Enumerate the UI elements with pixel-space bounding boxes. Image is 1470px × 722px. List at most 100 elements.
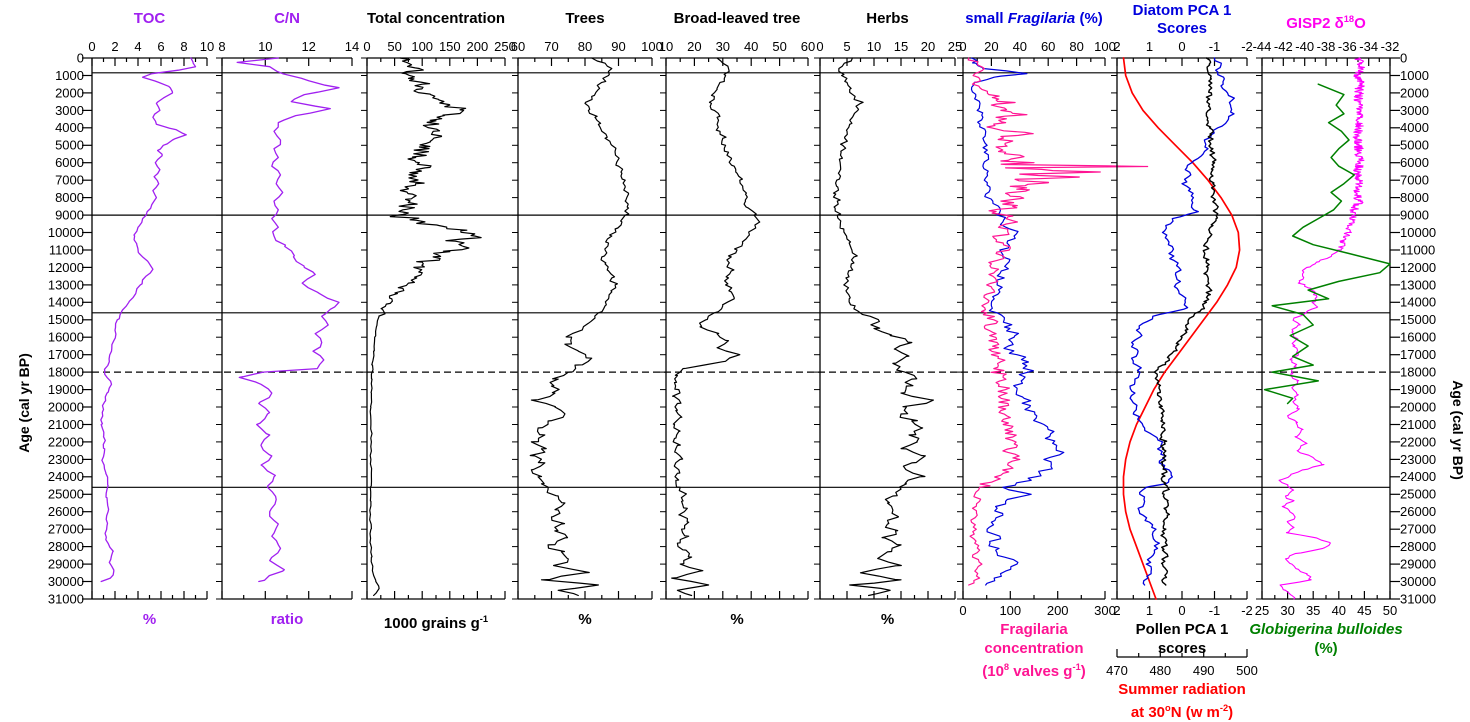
age-label-left: 25000 xyxy=(48,487,84,502)
age-label-left: 10000 xyxy=(48,225,84,240)
age-label-left: 3000 xyxy=(55,103,84,118)
age-label-left: 27000 xyxy=(48,522,84,537)
panel-toc: 0 2 4 6 8 10 xyxy=(88,39,214,600)
axis-number: 480 xyxy=(1149,663,1171,678)
axis-number: 40 xyxy=(1332,603,1346,618)
axis-number: 2 xyxy=(1113,39,1120,54)
age-label-left: 23000 xyxy=(48,452,84,467)
age-label-right: 4000 xyxy=(1400,120,1429,135)
age-label-right: 5000 xyxy=(1400,138,1429,153)
panel-title-herbs: Herbs xyxy=(866,10,909,27)
panel-bottom-label-fragilaria: Fragilaria concentration (108 valves g-1) xyxy=(982,621,1086,680)
age-label-right: 22000 xyxy=(1400,434,1436,449)
axis-number: 8 xyxy=(180,39,187,54)
axis-number: 30 xyxy=(1280,603,1294,618)
panel-totalconc: 0 50 100 150 200 250 xyxy=(363,39,516,600)
age-label-right: 15000 xyxy=(1400,312,1436,327)
axis-number: 100 xyxy=(411,39,433,54)
axis-number: 50 xyxy=(387,39,401,54)
axis-number: -38 xyxy=(1317,39,1336,54)
zone-boundary-lines xyxy=(92,72,1390,488)
axis-number: 10 xyxy=(659,39,673,54)
curve-fragilaria-bottom xyxy=(967,57,1149,586)
age-label-right: 18000 xyxy=(1400,365,1436,380)
axis-number: 80 xyxy=(1069,39,1083,54)
panel-title-pca: Diatom PCA 1 Scores xyxy=(1132,2,1232,37)
axis-number: 60 xyxy=(801,39,815,54)
axis-number: 470 xyxy=(1106,663,1128,678)
axis-number: -40 xyxy=(1295,39,1314,54)
axis-number: 0 xyxy=(816,39,823,54)
axis-number: 45 xyxy=(1357,603,1371,618)
axis-number: 90 xyxy=(611,39,625,54)
panel-bottom-label-cn: ratio xyxy=(270,611,304,628)
panel-bottom-label-pca: Pollen PCA 1 scores xyxy=(1135,621,1229,657)
panel-gisp2: -44 -42 -40 -38 -36 -34 -32 25 30 35 40 45 50 xyxy=(1253,39,1400,618)
age-label-right: 29000 xyxy=(1400,557,1436,572)
axis-number: 10 xyxy=(867,39,881,54)
axis-number: 10 xyxy=(258,39,272,54)
panel-fragilaria: 0 20 40 60 80 100 0 100 200 300 xyxy=(959,39,1149,618)
age-label-left: 9000 xyxy=(55,208,84,223)
age-label-right: 17000 xyxy=(1400,347,1436,362)
age-label-right: 3000 xyxy=(1400,103,1429,118)
axis-number: 100 xyxy=(641,39,663,54)
age-label-right: 21000 xyxy=(1400,417,1436,432)
age-label-right: 14000 xyxy=(1400,295,1436,310)
panel-pca: 2 1 0 -1 -2 2 1 0 -1 -2 470 480 490 500 xyxy=(1106,39,1258,678)
age-label-right: 12000 xyxy=(1400,260,1436,275)
curve-pca-top xyxy=(1129,57,1235,586)
age-label-right: 10000 xyxy=(1400,225,1436,240)
axis-number: 20 xyxy=(984,39,998,54)
age-axes: 0 0 1000 1000 2000 2000 3000 3000 4000 4000 5000 50… xyxy=(48,50,1436,606)
age-label-left: 14000 xyxy=(48,295,84,310)
panel-title-trees: Trees xyxy=(565,10,605,27)
axis-number: 0 xyxy=(88,39,95,54)
axis-number: 200 xyxy=(467,39,489,54)
age-label-right: 9000 xyxy=(1400,208,1429,223)
panel-title-cn: C/N xyxy=(274,10,300,27)
age-label-left: 2000 xyxy=(55,85,84,100)
axis-number: -44 xyxy=(1253,39,1272,54)
axis-number: 0 xyxy=(1178,39,1185,54)
age-label-right: 23000 xyxy=(1400,452,1436,467)
panel-bottom-label-totalconc: 1000 grains g-1 xyxy=(383,614,489,632)
panel-cn: 8 10 12 14 xyxy=(218,39,359,600)
axis-number: 25 xyxy=(1255,603,1269,618)
axis-number: 8 xyxy=(218,39,225,54)
age-label-right: 8000 xyxy=(1400,190,1429,205)
age-label-left: 17000 xyxy=(48,347,84,362)
axis-number: 2 xyxy=(1113,603,1120,618)
panel-title-fragilaria: small Fragilaria (%) xyxy=(965,10,1103,27)
axis-number: 150 xyxy=(439,39,461,54)
axis-number: -2 xyxy=(1241,603,1253,618)
age-label-left: 26000 xyxy=(48,504,84,519)
age-label-left: 29000 xyxy=(48,557,84,572)
age-label-left: 6000 xyxy=(55,155,84,170)
age-label-left: 22000 xyxy=(48,434,84,449)
axis-number: 6 xyxy=(157,39,164,54)
axis-number: 300 xyxy=(1094,603,1116,618)
axis-number: 0 xyxy=(959,603,966,618)
summer-radiation-axis-title: Summer radiation at 30oN (w m-2) xyxy=(1118,681,1246,721)
axis-number: -2 xyxy=(1241,39,1253,54)
age-label-left: 15000 xyxy=(48,312,84,327)
age-label-right: 31000 xyxy=(1400,591,1436,606)
age-label-right: 6000 xyxy=(1400,155,1429,170)
age-label-right: 24000 xyxy=(1400,469,1436,484)
panel-bottom-label-broadleaved: % xyxy=(730,611,744,628)
age-label-right: 11000 xyxy=(1400,242,1435,257)
age-axis-title-right: Age (cal yr BP) xyxy=(1450,380,1466,480)
axis-number: -42 xyxy=(1274,39,1293,54)
panel-bottom-label-toc: % xyxy=(142,611,157,628)
age-label-right: 30000 xyxy=(1400,574,1436,589)
axis-number: -34 xyxy=(1359,39,1378,54)
age-label-right: 26000 xyxy=(1400,504,1436,519)
axis-number: -36 xyxy=(1338,39,1357,54)
axis-number: -1 xyxy=(1209,39,1221,54)
panel-bottom-label-gisp2: Globigerina bulloides (%) xyxy=(1249,621,1403,657)
age-label-left: 24000 xyxy=(48,469,84,484)
age-label-left: 5000 xyxy=(55,138,84,153)
axis-number: 1 xyxy=(1146,603,1153,618)
axis-number: 490 xyxy=(1193,663,1215,678)
